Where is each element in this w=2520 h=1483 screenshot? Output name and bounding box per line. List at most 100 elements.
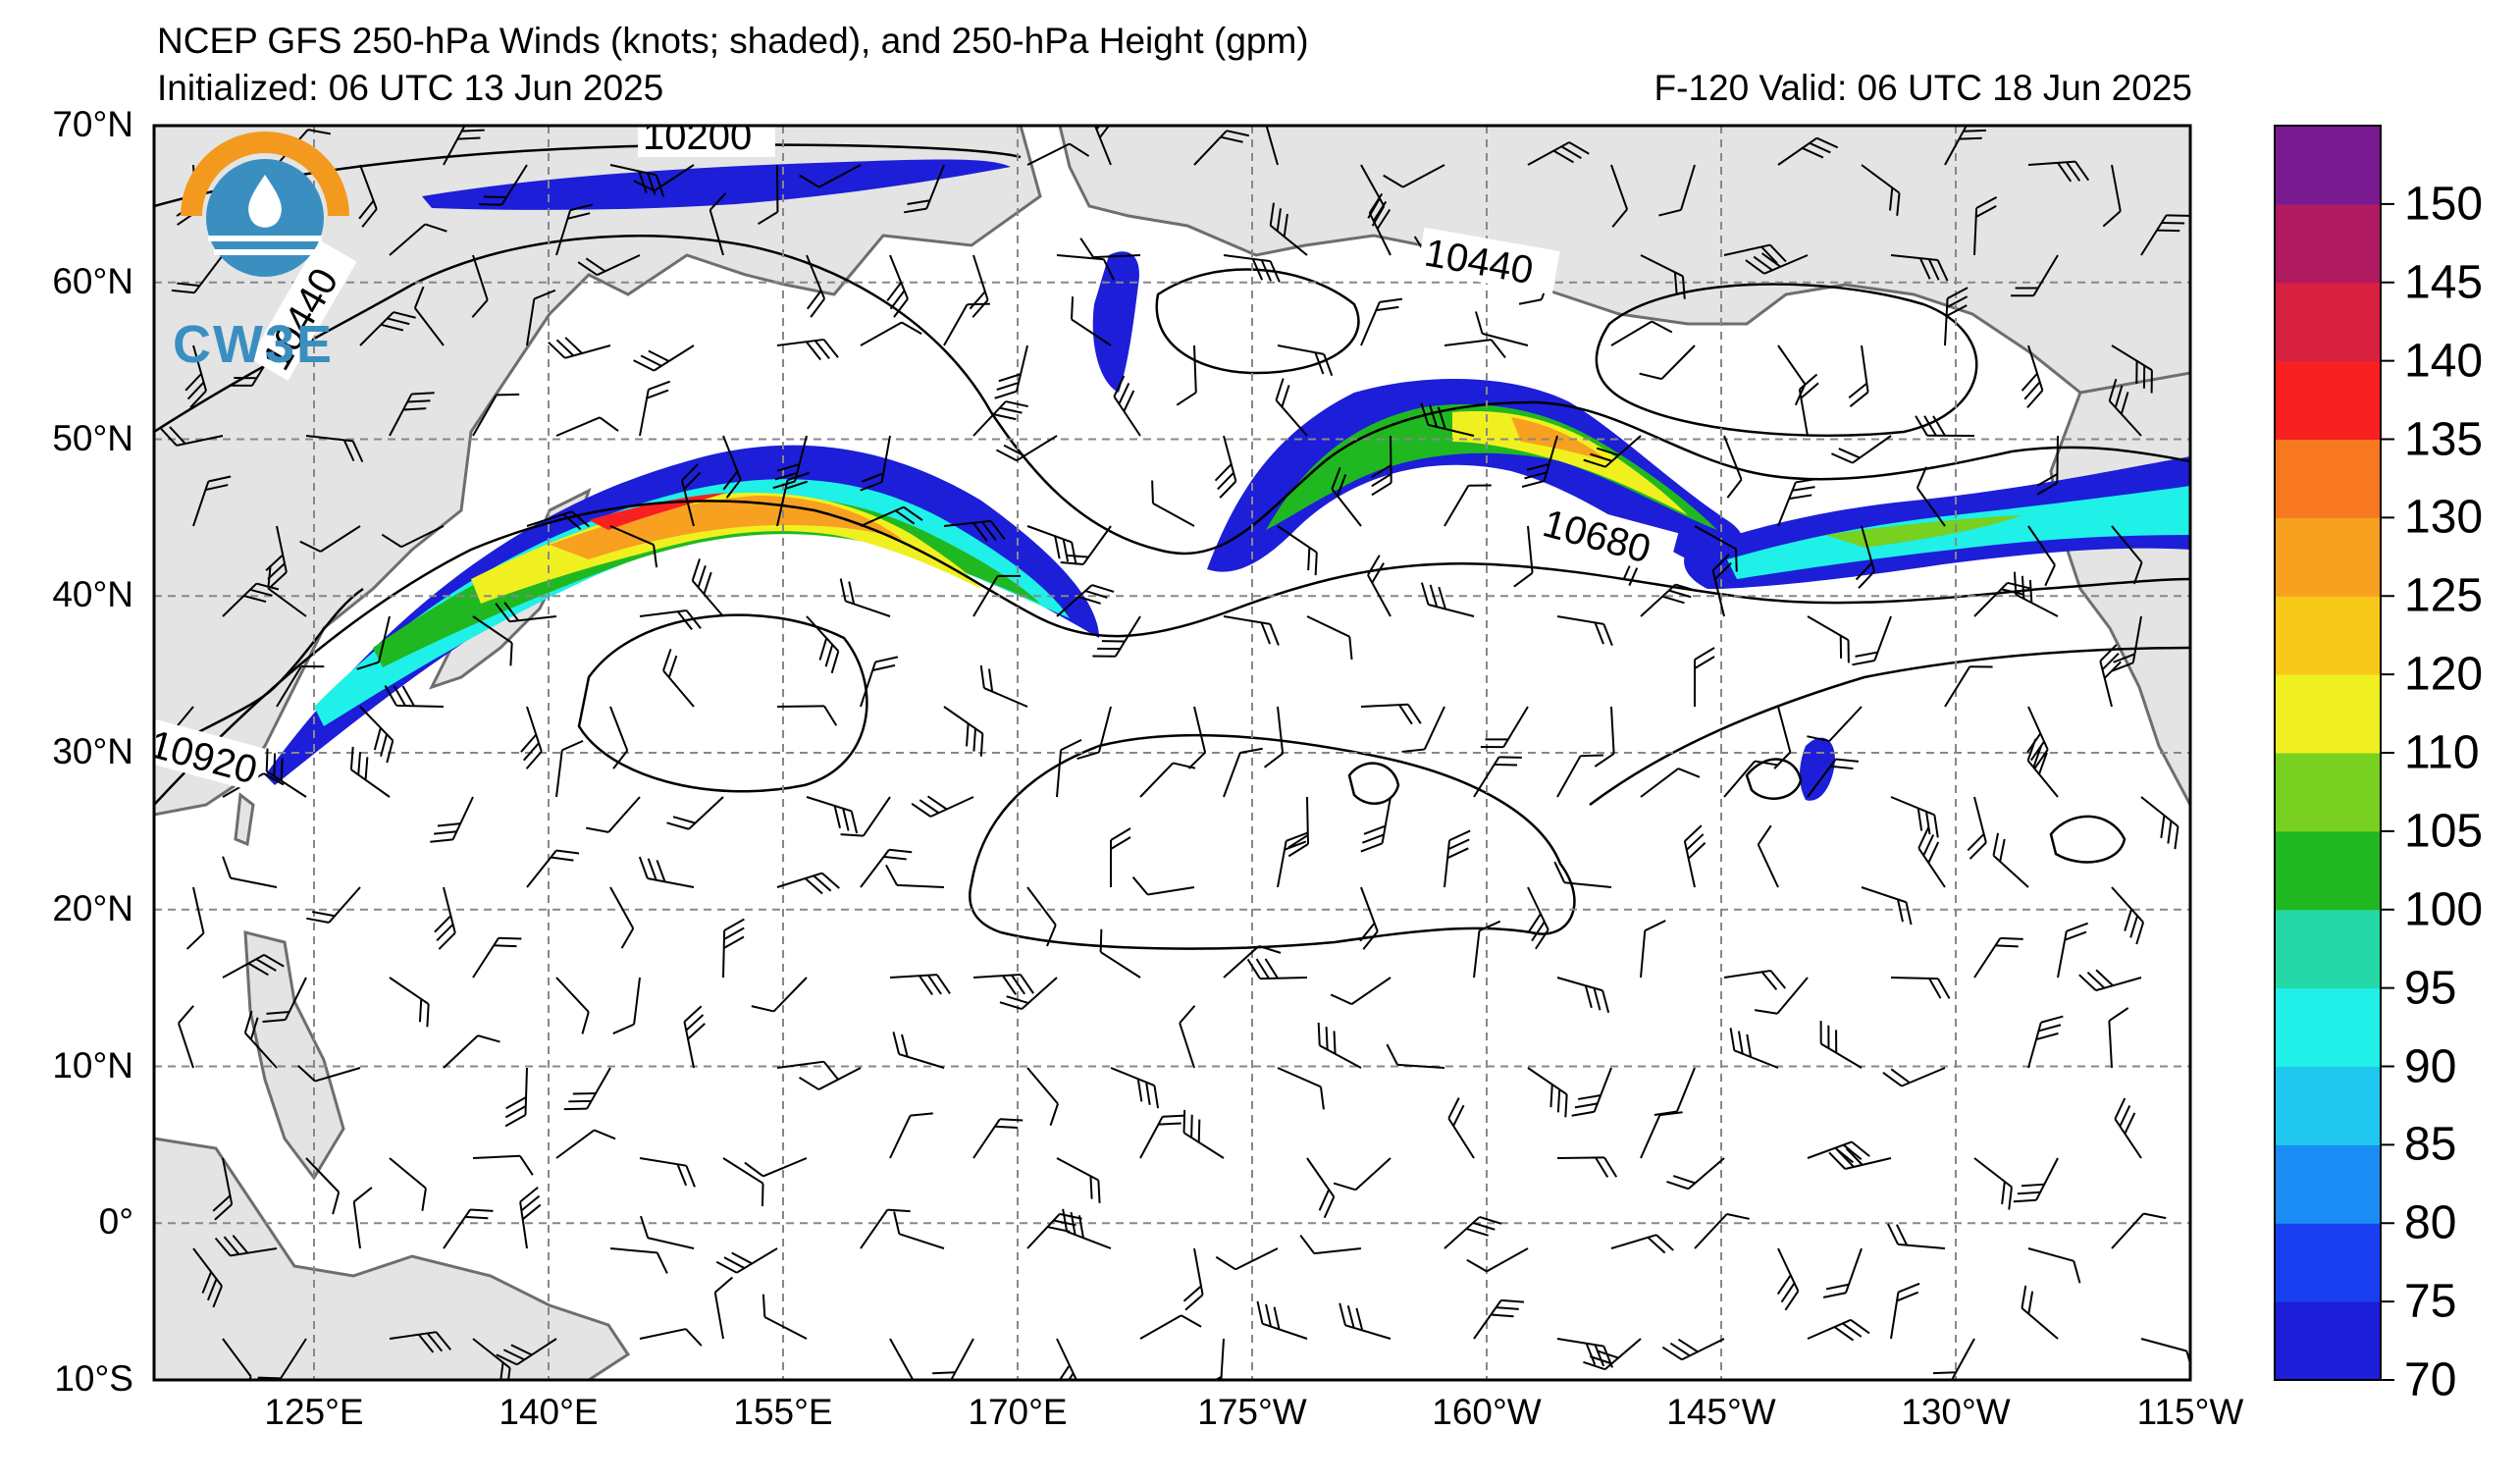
wind-barb-feather <box>2038 752 2048 775</box>
wind-barb-feather <box>280 758 284 781</box>
wind-barb <box>1371 435 1392 497</box>
colorbar-swatch <box>2275 1301 2381 1381</box>
wind-barb-feather <box>2073 1260 2081 1284</box>
wind-barb-feather <box>1603 1156 1618 1178</box>
wind-barb <box>1553 861 1612 888</box>
wind-barb <box>2021 1285 2059 1340</box>
colorbar <box>2274 125 2394 1381</box>
wind-barb-feather <box>533 289 556 300</box>
wind-barb <box>305 435 364 463</box>
wind-barb-feather <box>1287 834 1309 849</box>
wind-barb-feather <box>787 471 810 482</box>
wind-barb <box>526 849 580 888</box>
wind-barb <box>943 302 990 346</box>
wind-barb-feather <box>1535 928 1549 950</box>
wind-barb <box>1640 1111 1683 1159</box>
wind-barb <box>1745 252 1809 275</box>
wind-barb <box>1890 254 1949 282</box>
wind-barb <box>577 254 641 277</box>
wind-barb <box>885 864 945 888</box>
wind-barb <box>214 1235 278 1257</box>
wind-barb <box>639 609 702 631</box>
wind-shading <box>265 159 2190 801</box>
lon-label: 175°W <box>1197 1392 1307 1432</box>
wind-barb-shaft <box>1777 706 1792 753</box>
wind-barb-feather <box>620 927 635 949</box>
wind-barb <box>257 1338 307 1380</box>
wind-barb-feather <box>1371 464 1391 479</box>
wind-barb-feather <box>1092 655 1116 658</box>
wind-barb-shaft <box>443 1034 479 1069</box>
wind-barb-shaft <box>899 1233 945 1249</box>
wind-barb-feather <box>1746 1033 1753 1058</box>
wind-barb-feather <box>1769 243 1787 263</box>
wind-barb-feather <box>1420 582 1430 606</box>
wind-barb <box>1026 525 1077 565</box>
wind-barb-feather <box>1318 1189 1331 1211</box>
wind-barb-feather <box>1999 838 2006 862</box>
wind-barb-feather <box>885 864 898 886</box>
wind-barb-feather <box>2026 390 2044 408</box>
wind-barb-feather <box>1260 259 1272 282</box>
wind-barb-feather <box>715 1260 738 1274</box>
wind-barb-feather <box>1265 1303 1273 1327</box>
wind-barb-shaft <box>280 1338 307 1379</box>
wind-barb <box>2111 344 2153 394</box>
wind-barb <box>1807 615 1850 663</box>
wind-barb <box>413 286 445 346</box>
wind-barb-feather <box>208 475 232 483</box>
wind-barb-feather <box>1362 930 1379 950</box>
jet-east-green <box>1825 515 2021 548</box>
wind-barb-shaft <box>1610 164 1629 210</box>
wind-barb-feather <box>2027 1291 2034 1314</box>
wind-barb-feather <box>722 470 739 491</box>
wind-barb-shaft <box>395 704 445 708</box>
wind-barb <box>1658 164 1696 217</box>
wind-barb <box>889 974 951 996</box>
wind-barb-feather <box>1668 589 1692 599</box>
wind-barbs <box>154 126 2190 1380</box>
wind-barb <box>1807 1140 1870 1164</box>
wind-barb-feather <box>1363 824 1387 835</box>
wind-barb-feather <box>2029 740 2045 762</box>
wind-barb <box>472 393 520 437</box>
wind-barb <box>2013 571 2059 617</box>
wind-barb-shaft <box>897 883 945 888</box>
wind-barb-shaft <box>863 796 891 837</box>
wind-barb-feather <box>633 180 656 192</box>
wind-barb-feather <box>2064 930 2087 941</box>
lat-label: 10°N <box>52 1044 133 1086</box>
wind-barb <box>472 1154 534 1176</box>
wind-barb-feather <box>672 816 696 824</box>
wind-barb-feather <box>586 826 609 833</box>
wind-barb <box>1807 1318 1870 1342</box>
wind-barb-feather <box>1654 1110 1678 1117</box>
wind-barb-shaft <box>2027 525 2056 566</box>
wind-barb <box>1110 827 1131 888</box>
wind-barb <box>267 565 307 617</box>
wind-barb <box>192 475 232 527</box>
wind-barb-feather <box>477 1034 500 1043</box>
wind-barb-feather <box>818 637 828 661</box>
wind-barb-feather <box>1915 415 1928 437</box>
colorbar-label: 125 <box>2404 569 2484 622</box>
wind-barb-feather <box>1496 1306 1519 1310</box>
wind-barb-feather <box>1102 258 1115 281</box>
wind-barb-feather <box>804 877 823 895</box>
wind-barb-feather <box>1851 1140 1870 1157</box>
lat-label: 50°N <box>52 417 133 458</box>
wind-barb-feather <box>758 211 778 226</box>
wind-barb <box>297 1064 361 1083</box>
wind-barb-feather <box>1097 1180 1101 1203</box>
wind-barb-feather <box>257 1376 282 1380</box>
wind-barb-feather <box>1084 590 1108 599</box>
wind-barb-feather <box>214 1237 232 1257</box>
wind-barb <box>2114 1097 2142 1159</box>
wind-barb-feather <box>1828 1151 1846 1170</box>
wind-barb-feather <box>1099 928 1103 953</box>
wind-barb-feather <box>655 174 665 197</box>
wind-barb-shaft <box>1193 344 1197 394</box>
wind-barb <box>1882 1067 1946 1087</box>
wind-barb-feather <box>653 544 658 568</box>
wind-barb-feather <box>723 927 745 940</box>
